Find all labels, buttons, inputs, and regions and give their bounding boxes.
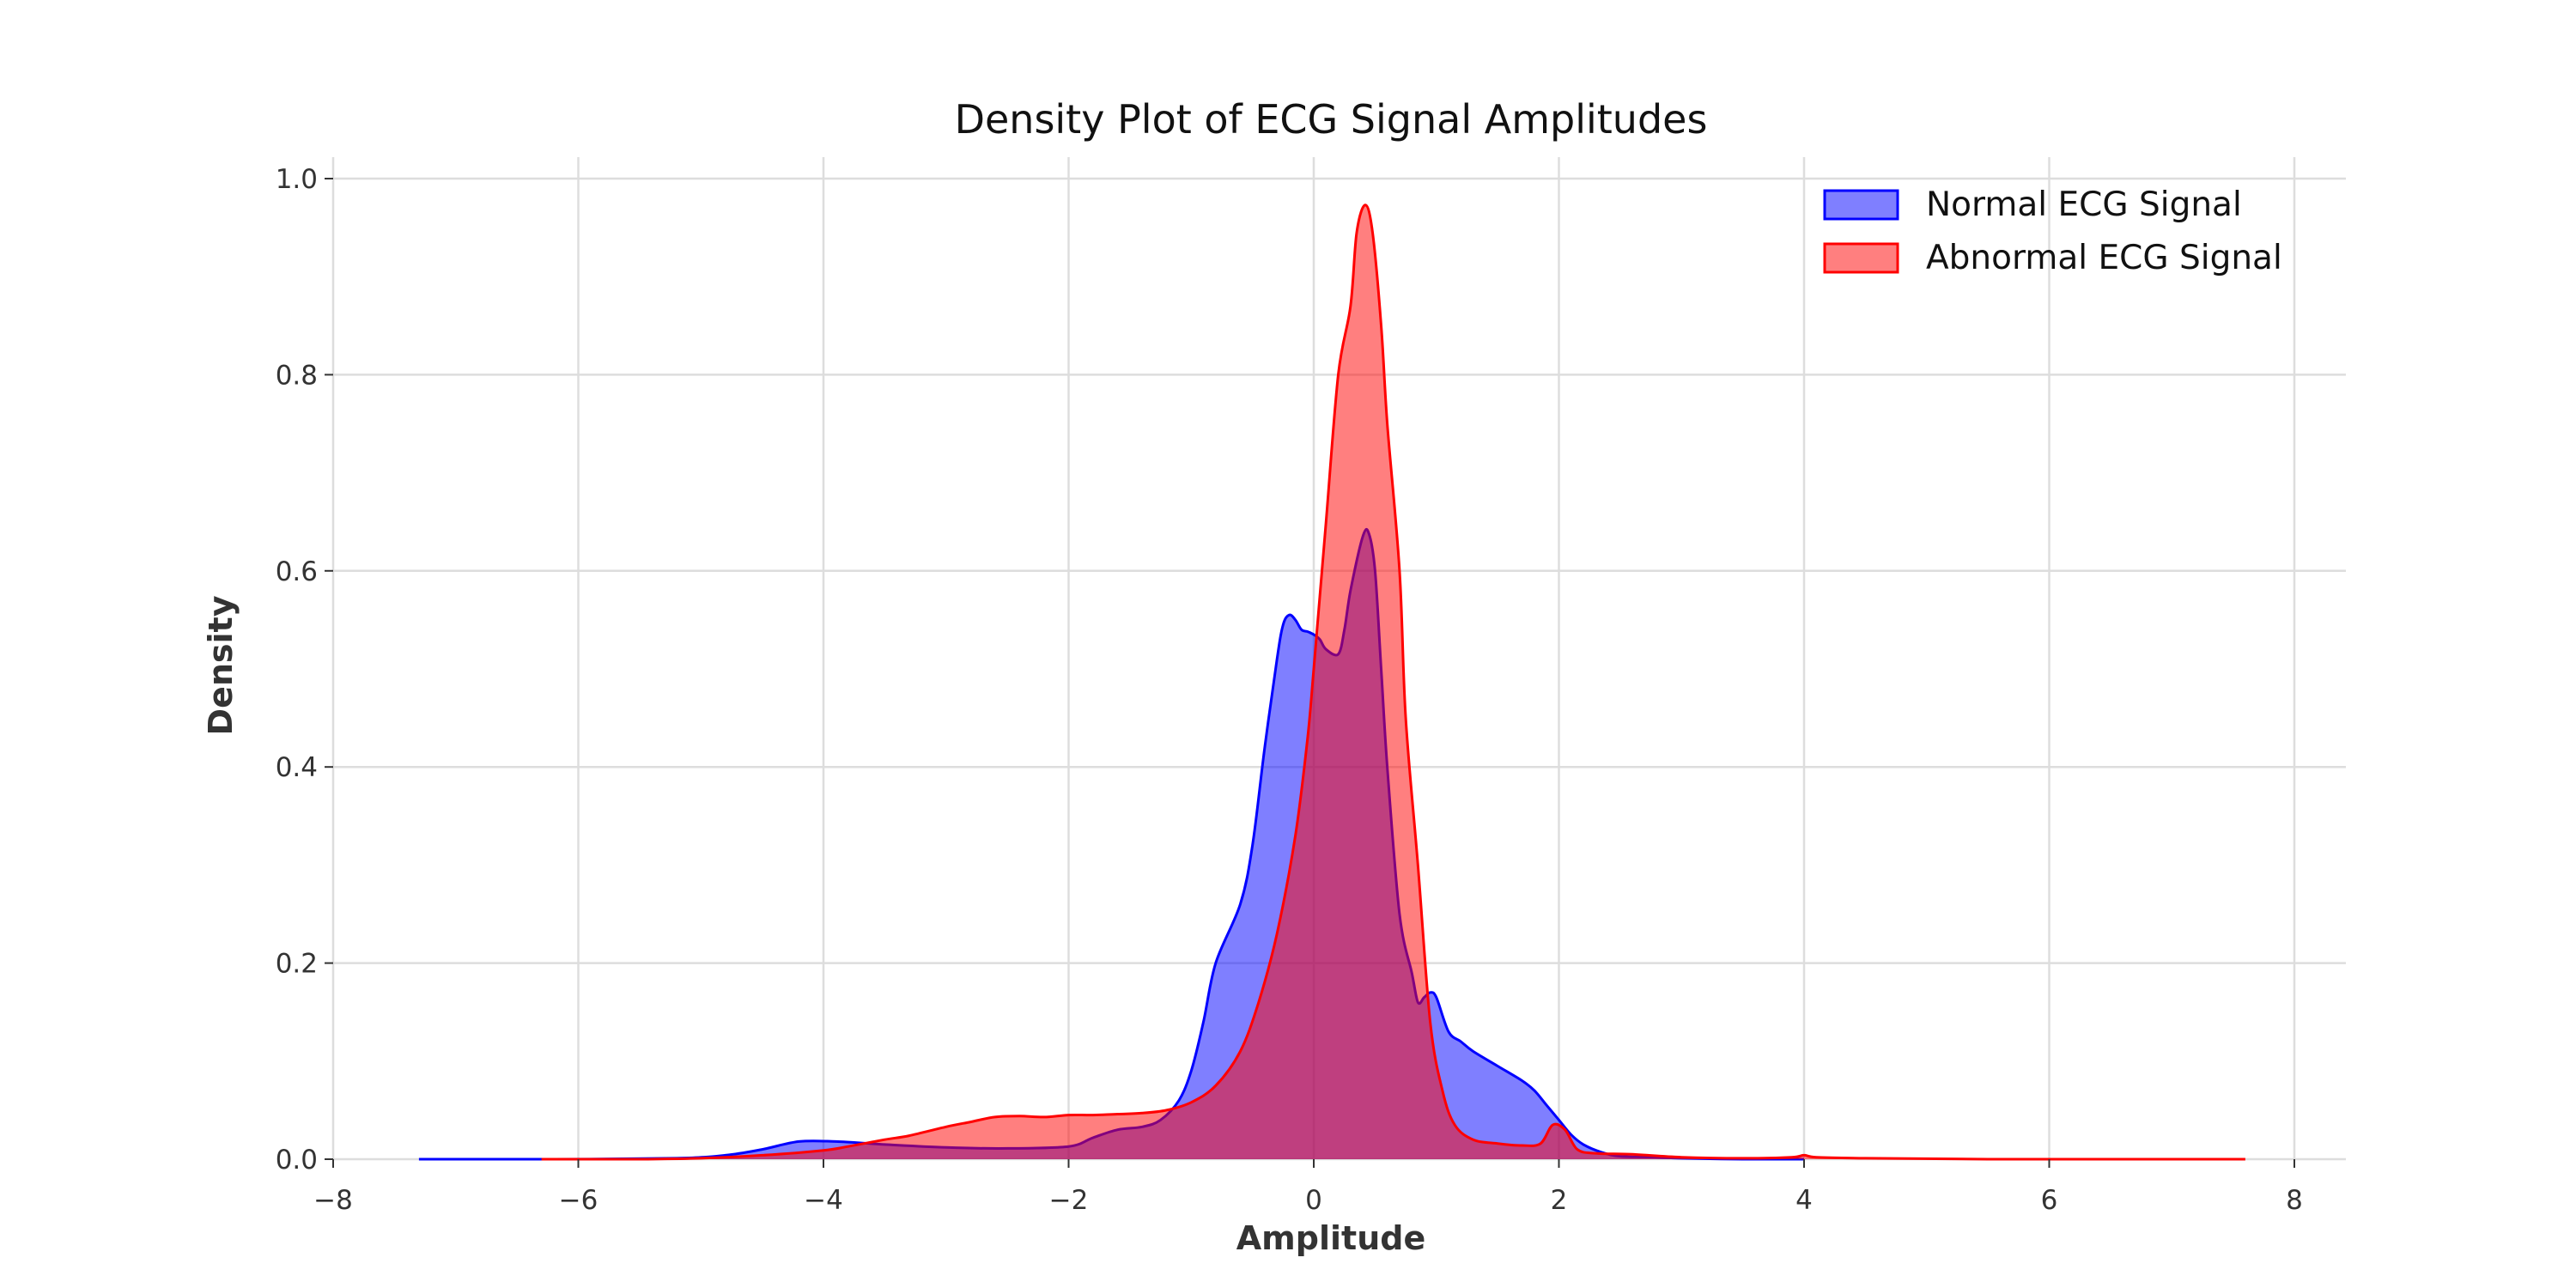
- chart-title: Density Plot of ECG Signal Amplitudes: [955, 96, 1708, 143]
- density-line-abnormal: [541, 204, 2245, 1161]
- x-tick-label: −2: [1049, 1185, 1089, 1216]
- y-tick-label: 0.8: [276, 360, 318, 391]
- legend-swatch-abnormal: [1823, 242, 1899, 274]
- x-axis-label: Amplitude: [1236, 1219, 1425, 1257]
- y-tick-label: 0.2: [276, 949, 318, 980]
- x-tick-label: −6: [559, 1185, 598, 1216]
- x-tick-label: 6: [2041, 1185, 2058, 1216]
- density-line-normal: [418, 527, 1804, 1161]
- series-layer: [418, 204, 2245, 1161]
- x-tick-label: 8: [2286, 1185, 2303, 1216]
- legend-swatch-normal: [1823, 189, 1899, 221]
- tick-layer: −8 −6 −4 −2 0 2 4 6 8 0.0 0.2 0.4 0.6 0.8 1.0: [276, 164, 2303, 1216]
- density-area-normal: [418, 529, 1804, 1159]
- y-tick-label: 0.4: [276, 752, 318, 783]
- x-tick-label: −8: [313, 1185, 353, 1216]
- x-tick-label: −4: [804, 1185, 843, 1216]
- y-tick-label: 0.0: [276, 1145, 318, 1176]
- x-tick-label: 4: [1795, 1185, 1813, 1216]
- legend-label-abnormal: Abnormal ECG Signal: [1926, 239, 2282, 277]
- legend: Normal ECG Signal Abnormal ECG Signal: [1823, 185, 2282, 277]
- y-tick-label: 1.0: [276, 164, 318, 195]
- x-tick-label: 0: [1305, 1185, 1322, 1216]
- y-axis-label: Density: [202, 595, 240, 735]
- density-area-abnormal: [541, 204, 2245, 1159]
- legend-label-normal: Normal ECG Signal: [1926, 185, 2242, 224]
- x-tick-label: 2: [1551, 1185, 1568, 1216]
- y-tick-label: 0.6: [276, 556, 318, 587]
